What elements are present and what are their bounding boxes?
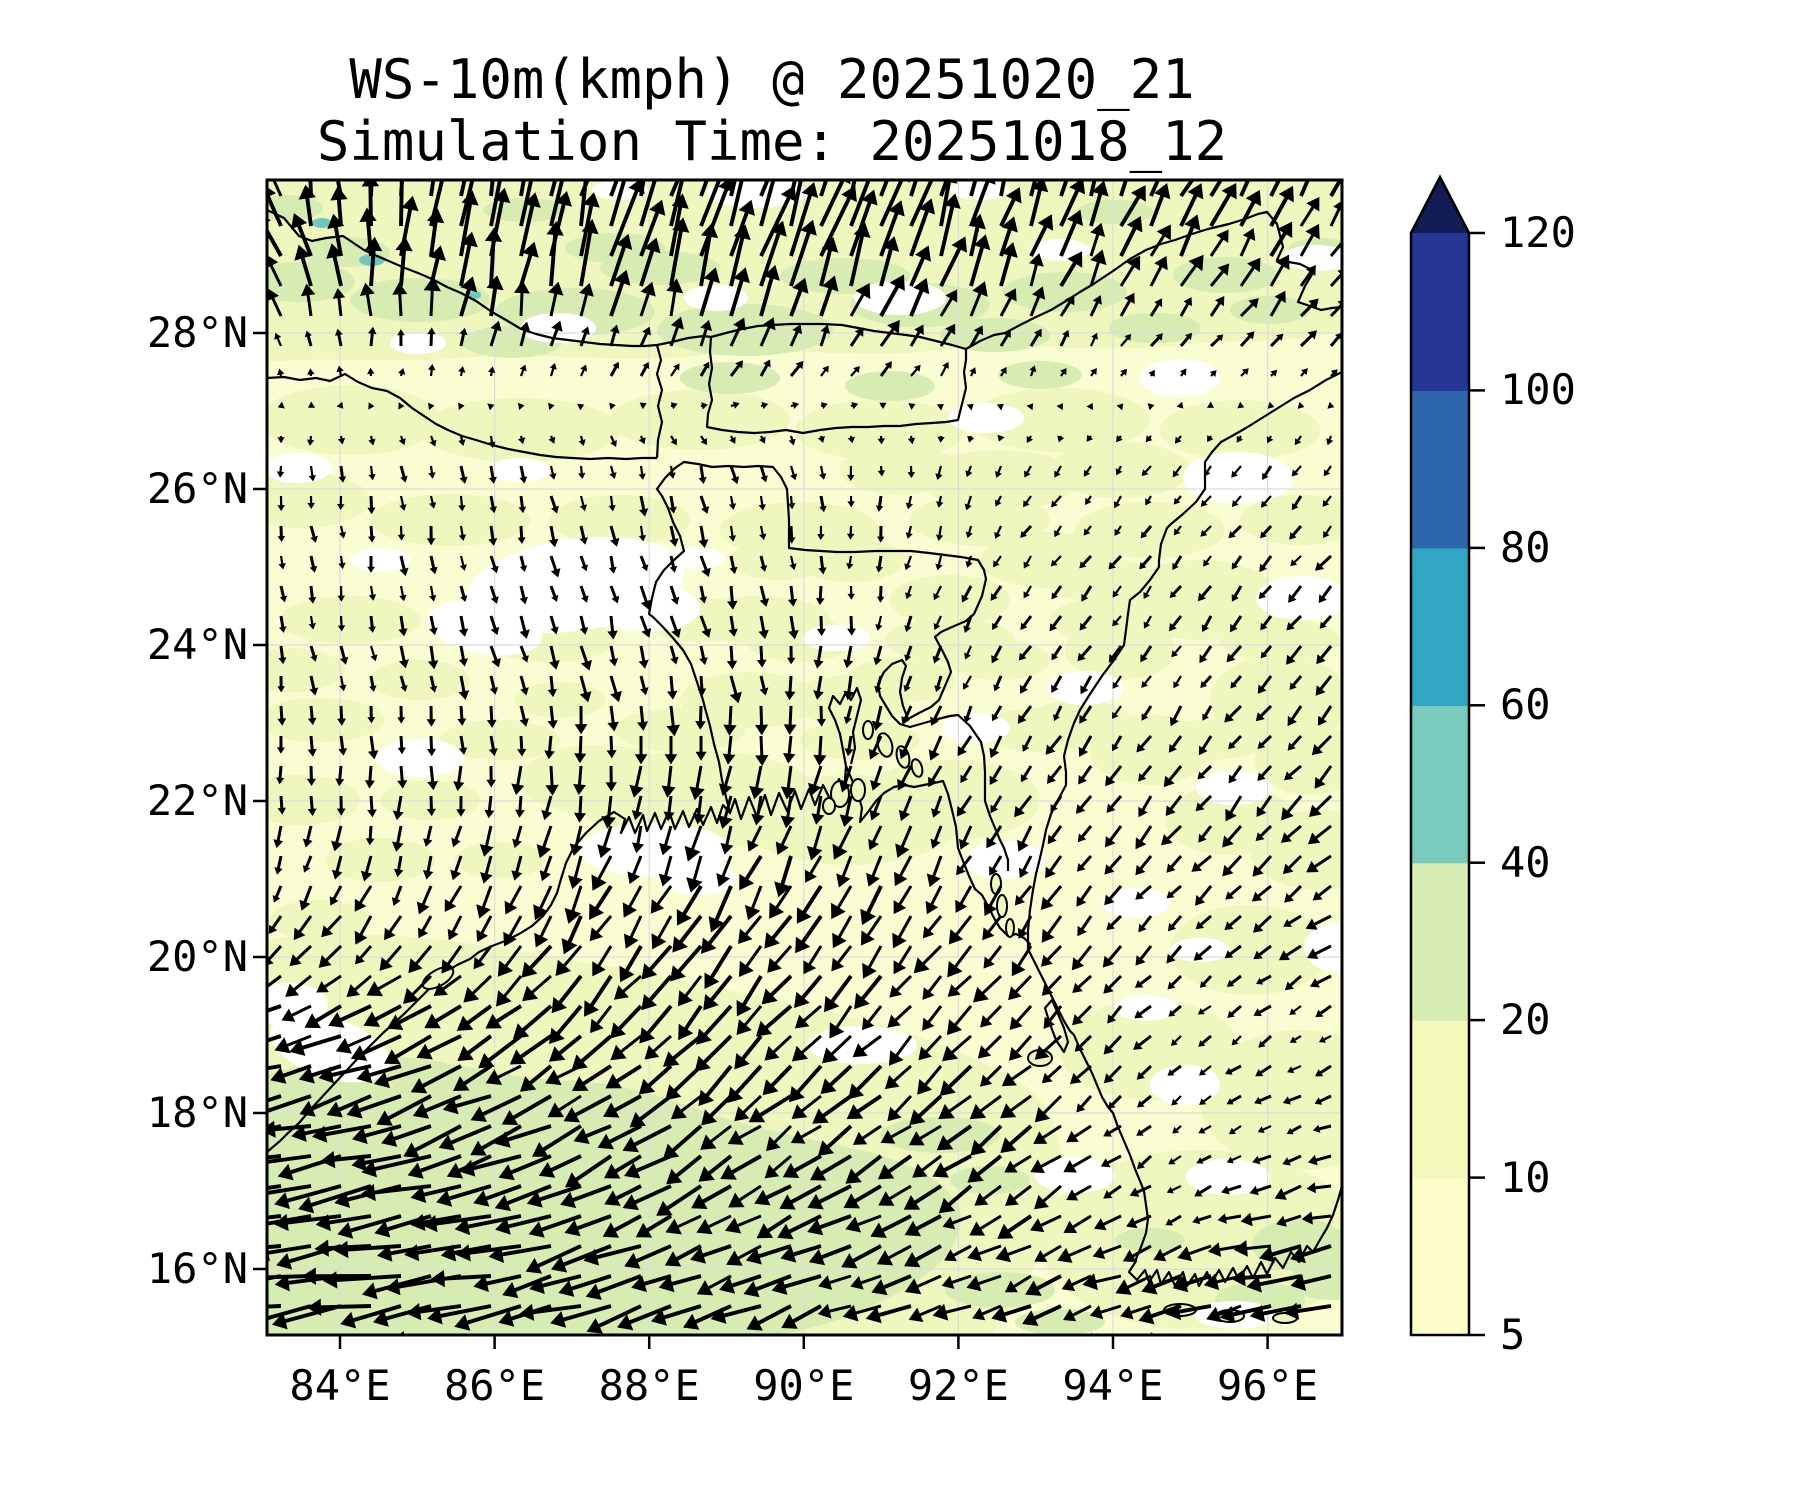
y-axis-tick-label: 22°N [146, 776, 248, 825]
colorbar-tick-label: 80 [1500, 523, 1551, 572]
colorbar-tick-label: 40 [1500, 838, 1551, 887]
wind-vector-arrows [267, 180, 1342, 1335]
contour-fills [267, 180, 1342, 1335]
y-axis-tick-label: 18°N [146, 1088, 248, 1137]
chart-subtitle: Simulation Time: 20251018_12 [316, 110, 1228, 173]
colorbar-tick-label: 5 [1500, 1310, 1526, 1359]
x-axis-tick-label: 88°E [598, 1361, 700, 1410]
x-axis-tick-label: 96°E [1217, 1361, 1319, 1410]
colorbar-tick-label: 10 [1500, 1153, 1551, 1202]
chart-title: WS-10m(kmph) @ 20251020_21 [349, 48, 1195, 111]
x-axis-tick-label: 92°E [907, 1361, 1009, 1410]
x-axis-tick-label: 94°E [1062, 1361, 1164, 1410]
y-axis-tick-label: 28°N [146, 308, 248, 357]
axis-tick-marks [253, 331, 1269, 1349]
x-axis-tick-label: 90°E [753, 1361, 855, 1410]
y-axis-tick-label: 16°N [146, 1244, 248, 1293]
y-axis-tick-label: 26°N [146, 464, 248, 513]
colorbar-tick-label: 100 [1500, 365, 1576, 414]
colorbar [1409, 174, 1485, 1337]
x-axis-tick-label: 84°E [289, 1361, 391, 1410]
colorbar-tick-label: 60 [1500, 680, 1551, 729]
colorbar-tick-marks [1469, 231, 1485, 1337]
colorbar-tick-label: 120 [1500, 208, 1576, 257]
y-axis-tick-label: 20°N [146, 932, 248, 981]
coastlines-borders [267, 209, 1342, 1324]
colorbar-tick-label: 20 [1500, 995, 1551, 1044]
colorbar-over-arrow [1411, 177, 1469, 233]
graticule [267, 180, 1342, 1335]
y-axis-tick-label: 24°N [146, 620, 248, 669]
x-axis-tick-label: 86°E [444, 1361, 546, 1410]
